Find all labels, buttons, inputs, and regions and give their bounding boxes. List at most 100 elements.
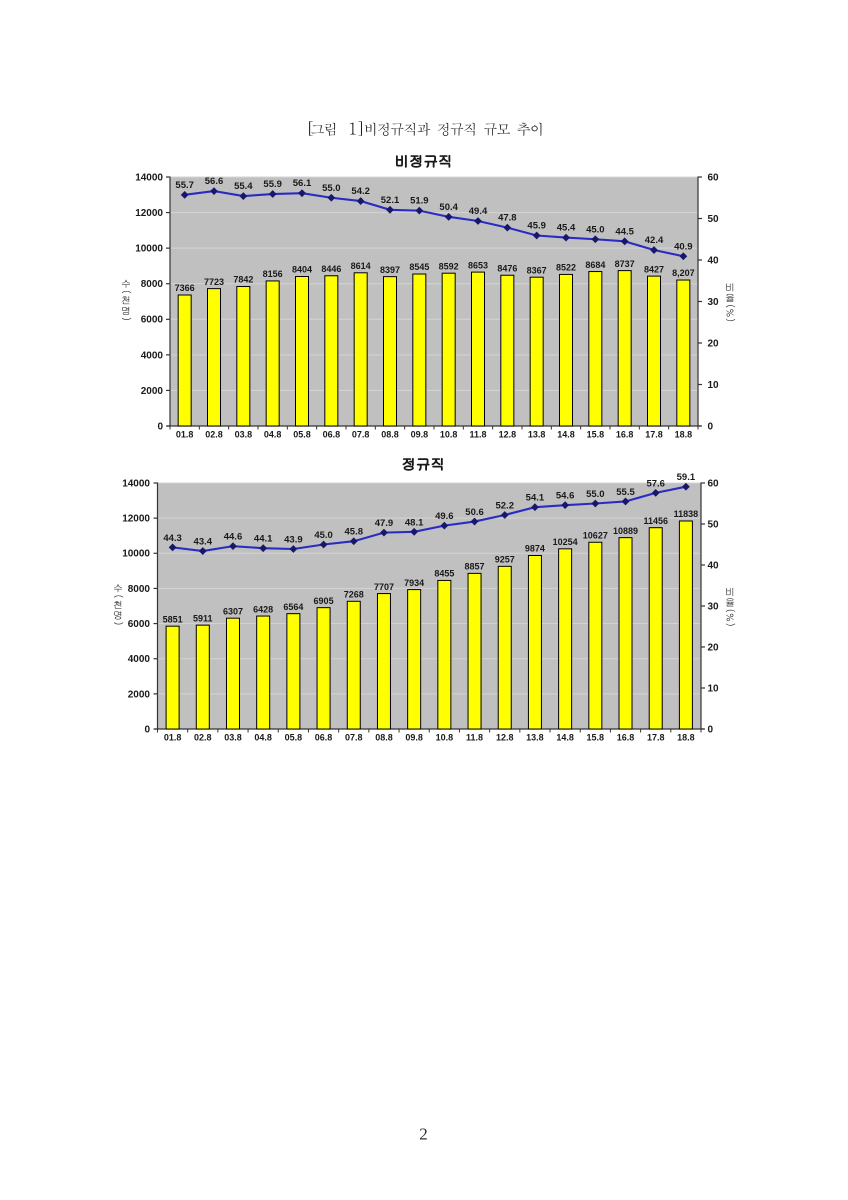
svg-text:12.8: 12.8 <box>499 430 517 440</box>
svg-text:8455: 8455 <box>434 569 454 579</box>
svg-text:0: 0 <box>708 421 714 432</box>
svg-text:8653: 8653 <box>468 260 488 270</box>
svg-text:7934: 7934 <box>404 578 424 588</box>
svg-text:40: 40 <box>708 560 720 571</box>
svg-text:50: 50 <box>708 214 720 225</box>
svg-text:59.1: 59.1 <box>677 472 696 483</box>
svg-text:09.8: 09.8 <box>405 733 423 743</box>
svg-text:13.8: 13.8 <box>528 430 546 440</box>
svg-text:8404: 8404 <box>292 265 312 275</box>
svg-text:44.5: 44.5 <box>615 226 634 237</box>
svg-text:07.8: 07.8 <box>345 733 363 743</box>
svg-text:54.2: 54.2 <box>351 186 370 197</box>
svg-text:55.0: 55.0 <box>586 489 605 500</box>
svg-text:4000: 4000 <box>141 350 164 361</box>
svg-text:02.8: 02.8 <box>205 430 223 440</box>
svg-text:52.2: 52.2 <box>495 500 514 511</box>
svg-text:49.6: 49.6 <box>435 511 454 522</box>
svg-text:8737: 8737 <box>615 259 635 269</box>
svg-text:11838: 11838 <box>674 509 699 519</box>
svg-text:44.3: 44.3 <box>163 533 182 544</box>
svg-text:2000: 2000 <box>141 386 164 397</box>
svg-text:20: 20 <box>708 642 720 653</box>
svg-text:8000: 8000 <box>128 584 151 595</box>
svg-text:8427: 8427 <box>644 264 664 274</box>
svg-text:10254: 10254 <box>553 537 578 547</box>
svg-text:55.7: 55.7 <box>175 180 194 191</box>
svg-text:20: 20 <box>708 338 720 349</box>
svg-text:60: 60 <box>708 478 720 489</box>
svg-text:14.8: 14.8 <box>557 430 575 440</box>
svg-text:8446: 8446 <box>321 264 341 274</box>
svg-text:55.0: 55.0 <box>322 183 341 194</box>
svg-text:11.8: 11.8 <box>469 430 486 440</box>
svg-text:60: 60 <box>708 172 720 183</box>
svg-text:9874: 9874 <box>525 544 545 554</box>
svg-text:11.8: 11.8 <box>466 733 483 743</box>
svg-text:01.8: 01.8 <box>164 733 182 743</box>
svg-text:11456: 11456 <box>643 516 668 526</box>
svg-text:6428: 6428 <box>253 604 273 614</box>
svg-text:56.1: 56.1 <box>293 178 312 189</box>
svg-text:17.8: 17.8 <box>645 430 663 440</box>
svg-text:14.8: 14.8 <box>556 733 574 743</box>
svg-text:7842: 7842 <box>233 275 253 285</box>
svg-text:40.9: 40.9 <box>674 241 693 252</box>
svg-text:45.8: 45.8 <box>345 527 364 538</box>
svg-text:07.8: 07.8 <box>352 430 370 440</box>
svg-text:10627: 10627 <box>583 530 608 540</box>
svg-text:03.8: 03.8 <box>224 733 242 743</box>
svg-text:10889: 10889 <box>613 526 638 536</box>
svg-text:56.6: 56.6 <box>205 176 224 187</box>
svg-text:8000: 8000 <box>141 279 164 290</box>
svg-text:8,207: 8,207 <box>672 268 695 278</box>
svg-text:02.8: 02.8 <box>194 733 212 743</box>
svg-text:6564: 6564 <box>283 602 303 612</box>
svg-text:0: 0 <box>708 724 714 735</box>
svg-text:55.5: 55.5 <box>616 487 635 498</box>
svg-text:18.8: 18.8 <box>677 733 695 743</box>
svg-text:45.0: 45.0 <box>314 530 333 541</box>
svg-text:50.6: 50.6 <box>465 507 484 518</box>
svg-text:45.9: 45.9 <box>527 221 546 232</box>
svg-text:8476: 8476 <box>497 263 517 273</box>
svg-text:06.8: 06.8 <box>323 430 341 440</box>
svg-text:14000: 14000 <box>122 478 150 489</box>
svg-text:45.0: 45.0 <box>586 224 605 235</box>
svg-text:8614: 8614 <box>351 261 371 271</box>
svg-text:8857: 8857 <box>465 562 485 572</box>
svg-text:42.4: 42.4 <box>645 235 664 246</box>
svg-text:6000: 6000 <box>128 619 151 630</box>
svg-text:8156: 8156 <box>263 269 283 279</box>
svg-text:14000: 14000 <box>135 172 163 183</box>
svg-text:48.1: 48.1 <box>405 517 424 528</box>
svg-text:10: 10 <box>708 683 720 694</box>
svg-text:15.8: 15.8 <box>587 430 605 440</box>
svg-text:06.8: 06.8 <box>315 733 333 743</box>
svg-text:8397: 8397 <box>380 265 400 275</box>
svg-text:8522: 8522 <box>556 263 576 273</box>
svg-text:40: 40 <box>708 255 720 266</box>
svg-text:6905: 6905 <box>314 596 334 606</box>
svg-text:10: 10 <box>708 380 720 391</box>
svg-text:50.4: 50.4 <box>439 202 458 213</box>
svg-text:55.4: 55.4 <box>234 181 253 192</box>
svg-text:2: 2 <box>419 1125 428 1144</box>
svg-text:12.8: 12.8 <box>496 733 514 743</box>
svg-text:30: 30 <box>708 601 720 612</box>
svg-text:10000: 10000 <box>135 244 163 255</box>
svg-text:47.8: 47.8 <box>498 213 517 224</box>
svg-text:18.8: 18.8 <box>675 430 693 440</box>
svg-text:08.8: 08.8 <box>381 430 399 440</box>
svg-text:08.8: 08.8 <box>375 733 393 743</box>
svg-text:5851: 5851 <box>163 614 183 624</box>
svg-text:10000: 10000 <box>122 549 150 560</box>
svg-text:04.8: 04.8 <box>254 733 272 743</box>
svg-text:8367: 8367 <box>527 265 547 275</box>
svg-text:7723: 7723 <box>204 277 224 287</box>
svg-text:12000: 12000 <box>135 208 163 219</box>
svg-text:6307: 6307 <box>223 606 243 616</box>
svg-text:15.8: 15.8 <box>587 733 605 743</box>
svg-text:0: 0 <box>157 421 163 432</box>
svg-text:7268: 7268 <box>344 589 364 599</box>
